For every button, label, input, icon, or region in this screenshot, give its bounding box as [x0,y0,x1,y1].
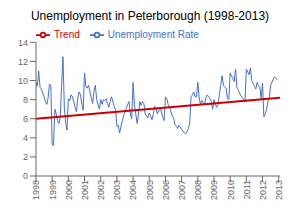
svg-text:0: 0 [23,171,28,181]
svg-text:2013: 2013 [274,180,284,200]
svg-text:10: 10 [18,76,28,86]
svg-text:4: 4 [23,133,28,143]
svg-text:2010: 2010 [226,180,236,200]
svg-text:14: 14 [18,38,28,48]
svg-text:2006: 2006 [161,180,171,200]
svg-text:2: 2 [23,152,28,162]
svg-text:1999: 1999 [48,180,58,200]
html-text:Trend: Trend [54,29,80,40]
svg-text:2004: 2004 [128,180,138,200]
svg-text:2012: 2012 [258,180,268,200]
svg-text:2008: 2008 [193,180,203,200]
html-text:Unemployment in Peterborough (: Unemployment in Peterborough (1998-2013) [30,9,270,23]
svg-text:2011: 2011 [242,180,252,199]
svg-text:12: 12 [18,57,28,67]
svg-text:1998: 1998 [31,180,41,200]
svg-text:2001: 2001 [80,180,90,200]
svg-text:8: 8 [23,95,28,105]
svg-text:2002: 2002 [96,180,106,200]
html-text:Unemployment Rate: Unemployment Rate [107,29,199,40]
svg-text:2000: 2000 [64,180,74,200]
svg-text:2003: 2003 [112,180,122,200]
svg-text:2009: 2009 [209,180,219,200]
svg-text:2007: 2007 [177,180,187,200]
svg-text:6: 6 [23,114,28,124]
svg-text:2005: 2005 [145,180,155,200]
